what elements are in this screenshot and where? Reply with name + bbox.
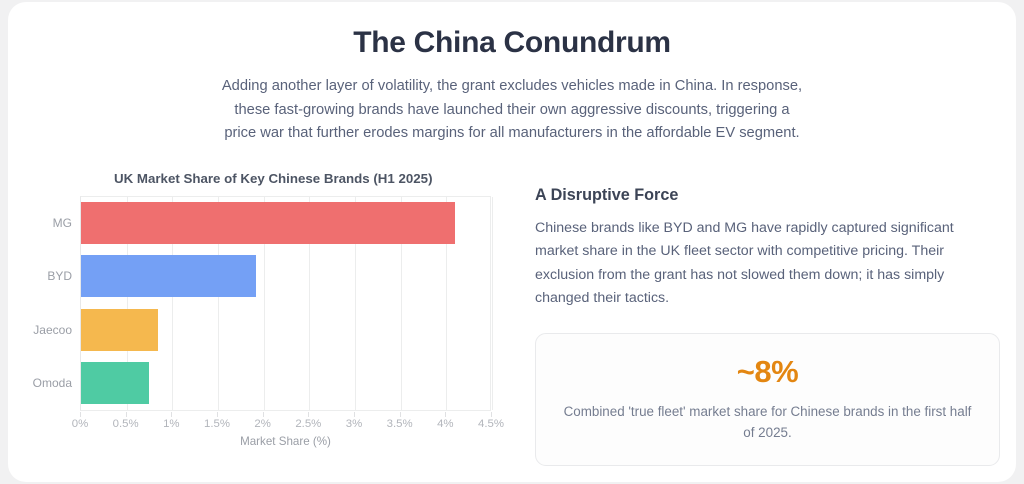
chart-panel: UK Market Share of Key Chinese Brands (H… [32, 170, 518, 448]
page-inner: The China Conundrum Adding another layer… [8, 2, 1016, 482]
chart-x-tick-mark [217, 411, 218, 417]
chart-gridline [446, 196, 448, 410]
page-title: The China Conundrum [353, 26, 671, 59]
chart-x-axis-ticks: 0% 0.5% 1% 1.5% 2% 2.5% 3% 3.5% 4% 4.5% [72, 411, 504, 434]
stat-card: ~8% Combined 'true fleet' market share f… [535, 332, 1000, 466]
chart-bar-row: MG [53, 202, 490, 245]
insight-paragraph: Chinese brands like BYD and MG have rapi… [535, 219, 954, 307]
chart-x-tick-label: 0.5% [112, 417, 139, 430]
chart-x-tick-label: 0% [71, 417, 89, 430]
page-subtitle: Adding another layer of volatility, the … [177, 75, 847, 146]
chart-plot-area: MG BYD Jaecoo Omoda [33, 195, 493, 411]
chart-bar-row: BYD [47, 255, 490, 298]
chart-x-tick-label: 2% [254, 417, 271, 430]
stat-value: ~8% [736, 353, 799, 389]
chart-x-tick-label: 1% [163, 417, 180, 430]
chart-gridline [126, 196, 128, 410]
chart-gridline [309, 196, 311, 410]
chart-bar[interactable] [81, 308, 158, 351]
chart-x-tick-label: 1.5% [204, 417, 230, 430]
subtitle-line-3: price war that further erodes margins fo… [224, 125, 800, 141]
chart-title: UK Market Share of Key Chinese Brands (H… [114, 170, 433, 186]
chart-x-tick-mark [171, 411, 173, 417]
chart-x-tick-mark [354, 411, 355, 417]
subtitle-line-1: Adding another layer of volatility, the … [221, 78, 803, 94]
chart-gridline [492, 196, 493, 410]
chart-y-axis-label: Jaecoo [33, 322, 72, 337]
page-card: The China Conundrum Adding another layer… [8, 2, 1016, 482]
chart-x-axis-title: Market Share (%) [240, 434, 331, 448]
chart-bar[interactable] [81, 255, 257, 298]
chart-bar-row: Jaecoo [33, 308, 490, 351]
chart-bars: MG BYD Jaecoo Omoda [33, 197, 490, 410]
chart-gridline [355, 196, 356, 410]
chart-x-tick-label: 4.5% [478, 417, 504, 430]
chart-x-tick-label: 4% [437, 417, 454, 430]
chart-x-tick-mark [445, 411, 447, 417]
chart-y-axis-label: MG [52, 216, 72, 231]
chart-plot: MG BYD Jaecoo Omoda [33, 195, 493, 411]
chart-x-tick-mark [399, 411, 401, 417]
chart-x-tick-label: 3.5% [386, 417, 413, 430]
chart-bar-row: Omoda [33, 361, 490, 404]
chart-x-tick-label: 2.5% [295, 417, 322, 430]
content-row: UK Market Share of Key Chinese Brands (H… [32, 170, 1000, 466]
chart-y-axis-label: BYD [47, 269, 72, 284]
chart-y-axis-label: Omoda [32, 375, 72, 390]
chart-x-tick-mark [491, 411, 492, 417]
chart-gridline [263, 196, 265, 410]
chart-x-tick-label: 3% [345, 417, 363, 430]
chart-x-tick-mark [262, 411, 264, 417]
stat-caption: Combined 'true fleet' market share for C… [563, 403, 972, 440]
chart-x-tick-mark [125, 411, 127, 417]
chart-bar[interactable] [81, 361, 149, 404]
chart-x-tick-mark [308, 411, 310, 417]
insight-panel: A Disruptive Force Chinese brands like B… [518, 171, 1000, 466]
chart-x-tick-mark [80, 411, 81, 417]
chart-plot-wrapper: MG BYD Jaecoo Omoda 0% 0.5% 1% 1.5% 2% 2.5% 3% 3.5… [32, 195, 518, 448]
subtitle-line-2: these fast-growing brands have launched … [234, 101, 790, 118]
chart-gridline [218, 196, 219, 410]
insight-heading: A Disruptive Force [535, 185, 679, 204]
chart-gridline [400, 196, 402, 410]
chart-bar[interactable] [81, 202, 456, 245]
chart-gridline [172, 196, 174, 410]
